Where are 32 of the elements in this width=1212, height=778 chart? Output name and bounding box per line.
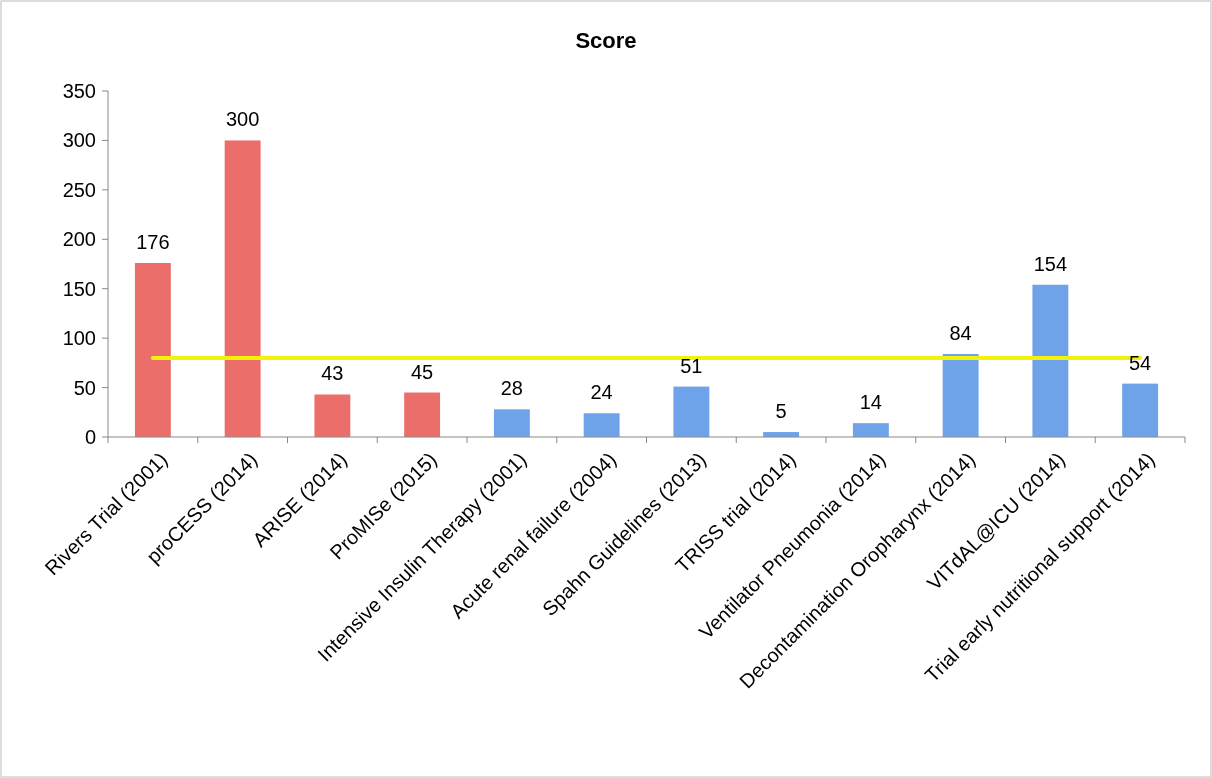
- bar: [583, 413, 620, 437]
- y-tick-label: 100: [62, 327, 96, 350]
- bar: [134, 263, 171, 437]
- chart-title: Score: [575, 28, 637, 53]
- bar: [224, 140, 261, 437]
- y-tick-label: 0: [84, 426, 96, 448]
- y-tick-label: 50: [73, 376, 96, 399]
- y-tick-label: 300: [62, 129, 96, 152]
- data-label: 28: [500, 377, 523, 400]
- data-label: 84: [949, 321, 972, 344]
- bar: [673, 386, 710, 437]
- y-tick-label: 250: [62, 178, 96, 201]
- bar: [1032, 284, 1069, 437]
- data-label: 14: [859, 391, 882, 414]
- data-label: 51: [680, 354, 703, 377]
- y-tick-label: 200: [62, 228, 96, 251]
- data-label: 24: [590, 381, 613, 404]
- bar: [493, 409, 530, 437]
- bar: [404, 392, 441, 437]
- data-label: 154: [1033, 252, 1068, 275]
- bar: [942, 353, 979, 437]
- y-tick-label: 350: [62, 80, 96, 102]
- bar: [314, 394, 351, 437]
- data-label: 45: [411, 360, 434, 383]
- data-label: 176: [136, 231, 170, 254]
- y-tick-label: 150: [62, 277, 96, 300]
- data-label: 300: [225, 108, 260, 131]
- data-label: 5: [775, 400, 787, 423]
- data-label: 43: [321, 362, 344, 385]
- data-label: 54: [1129, 351, 1152, 374]
- bar: [1122, 383, 1159, 437]
- bar: [852, 423, 889, 437]
